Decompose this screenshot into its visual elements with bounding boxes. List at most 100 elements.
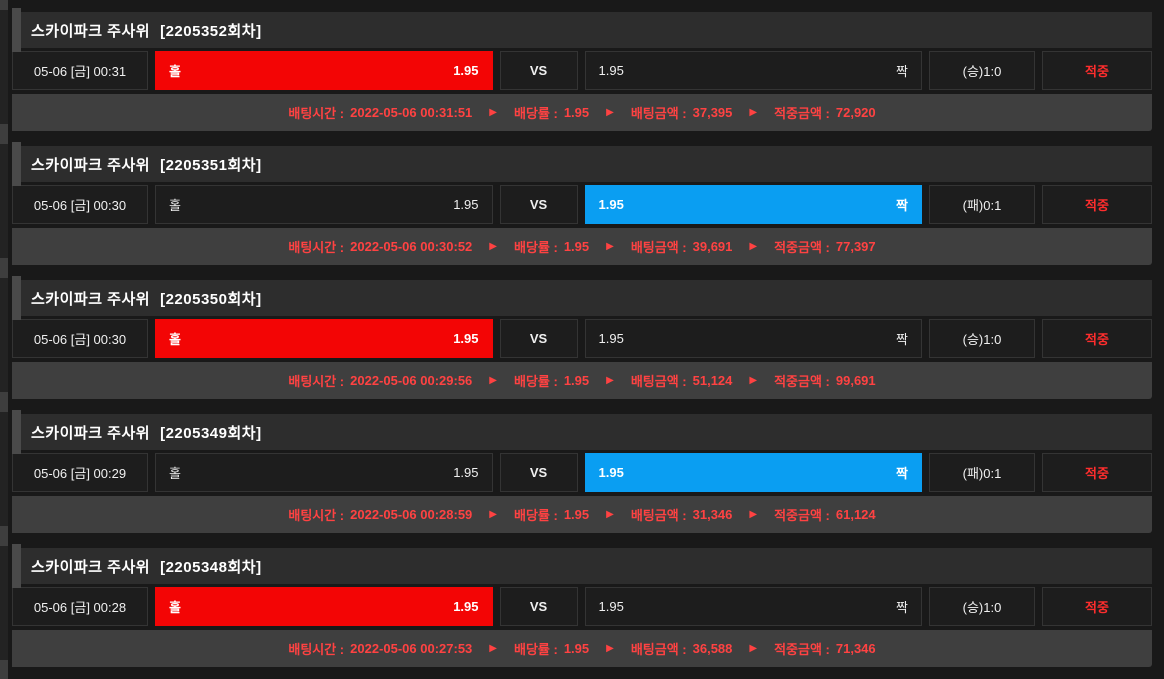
win-amount-value: 72,920: [835, 105, 876, 120]
round-header: 스카이파크 주사위 [2205349회차]: [12, 410, 1152, 454]
bet-amount-value: 39,691: [692, 239, 733, 254]
game-title: 스카이파크 주사위: [31, 290, 151, 308]
hit-status-badge: 적중: [1042, 319, 1152, 358]
bet-time-label: 배팅시간 :: [288, 508, 345, 523]
even-option-cell: 1.95 짝: [584, 453, 922, 492]
even-label: 짝: [896, 198, 908, 213]
arrow-separator-icon: ▶: [489, 509, 497, 520]
win-amount-value: 99,691: [835, 373, 876, 388]
bet-amount-label: 배팅금액 :: [630, 642, 687, 657]
even-label: 짝: [896, 64, 908, 79]
arrow-separator-icon: ▶: [606, 509, 614, 520]
arrow-separator-icon: ▶: [489, 375, 497, 386]
cropped-left-column-edge: [0, 0, 8, 679]
arrow-separator-icon: ▶: [749, 509, 758, 520]
odd-odds-value: 1.95: [453, 599, 479, 614]
arrow-separator-icon: ▶: [489, 643, 497, 654]
win-amount-value: 71,346: [835, 641, 876, 656]
round-header: 스카이파크 주사위 [2205348회차]: [12, 544, 1152, 588]
bet-amount-value: 37,395: [692, 105, 733, 120]
round-result-card: 스카이파크 주사위 [2205350회차] 05-06 [금] 00:30 홀 …: [12, 276, 1152, 399]
round-result-card: 스카이파크 주사위 [2205351회차] 05-06 [금] 00:30 홀 …: [12, 142, 1152, 265]
even-odds-value: 1.95: [598, 465, 624, 480]
win-amount-label: 적중금액 :: [774, 508, 830, 523]
game-title: 스카이파크 주사위: [31, 424, 151, 442]
bet-time-label: 배팅시간 :: [288, 642, 345, 657]
arrow-separator-icon: ▶: [606, 375, 614, 386]
round-header: 스카이파크 주사위 [2205352회차]: [12, 8, 1152, 52]
round-result-card: 스카이파크 주사위 [2205348회차] 05-06 [금] 00:28 홀 …: [12, 544, 1152, 667]
bet-detail-footer: 배팅시간 : 2022-05-06 00:30:52 ▶ 배당률 : 1.95 …: [12, 228, 1152, 265]
bet-detail-footer: 배팅시간 : 2022-05-06 00:31:51 ▶ 배당률 : 1.95 …: [12, 94, 1152, 131]
odds-rate-label: 배당률 :: [514, 240, 558, 255]
score-result: (패)0:1: [929, 453, 1035, 492]
header-accent-bar: [12, 410, 21, 454]
header-accent-bar: [12, 544, 21, 588]
bet-amount-label: 배팅금액 :: [630, 508, 687, 523]
odds-rate-label: 배당률 :: [514, 374, 558, 389]
even-option-cell: 1.95 짝: [584, 51, 922, 90]
round-number-label: [2205352회차]: [160, 22, 262, 40]
hit-status-badge: 적중: [1042, 587, 1152, 626]
even-label: 짝: [896, 466, 908, 481]
odds-rate-label: 배당률 :: [514, 508, 558, 523]
win-amount-label: 적중금액 :: [774, 374, 830, 389]
arrow-separator-icon: ▶: [749, 643, 758, 654]
arrow-separator-icon: ▶: [489, 107, 497, 118]
bet-time-label: 배팅시간 :: [288, 374, 345, 389]
hit-status-badge: 적중: [1042, 51, 1152, 90]
bet-detail-footer: 배팅시간 : 2022-05-06 00:29:56 ▶ 배당률 : 1.95 …: [12, 362, 1152, 399]
bet-result-row: 05-06 [금] 00:31 홀 1.95 VS 1.95 짝 (승)1:0 …: [12, 51, 1152, 90]
even-option-cell: 1.95 짝: [584, 587, 922, 626]
arrow-separator-icon: ▶: [606, 241, 614, 252]
round-result-card: 스카이파크 주사위 [2205349회차] 05-06 [금] 00:29 홀 …: [12, 410, 1152, 533]
hit-status-badge: 적중: [1042, 453, 1152, 492]
even-odds-value: 1.95: [598, 599, 624, 614]
game-title: 스카이파크 주사위: [31, 22, 151, 40]
round-number-label: [2205348회차]: [160, 558, 262, 576]
hit-status-badge: 적중: [1042, 185, 1152, 224]
odd-option-cell: 홀 1.95: [155, 51, 493, 90]
vs-label: VS: [499, 185, 578, 224]
bet-time-value: 2022-05-06 00:27:53: [350, 641, 473, 656]
arrow-separator-icon: ▶: [749, 241, 758, 252]
edge-segment: [0, 0, 8, 10]
odds-rate-value: 1.95: [563, 641, 590, 656]
bet-detail-footer: 배팅시간 : 2022-05-06 00:28:59 ▶ 배당률 : 1.95 …: [12, 496, 1152, 533]
vs-label: VS: [499, 587, 578, 626]
odd-option-cell: 홀 1.95: [155, 319, 493, 358]
bet-amount-value: 31,346: [692, 507, 733, 522]
bet-amount-label: 배팅금액 :: [630, 106, 687, 121]
odd-label: 홀: [169, 198, 181, 213]
bet-amount-label: 배팅금액 :: [630, 374, 687, 389]
odds-rate-label: 배당률 :: [514, 642, 558, 657]
even-label: 짝: [896, 600, 908, 615]
even-odds-value: 1.95: [598, 63, 624, 78]
bet-time-value: 2022-05-06 00:28:59: [350, 507, 473, 522]
arrow-separator-icon: ▶: [749, 375, 758, 386]
bet-detail-footer: 배팅시간 : 2022-05-06 00:27:53 ▶ 배당률 : 1.95 …: [12, 630, 1152, 667]
results-board: 스카이파크 주사위 [2205352회차] 05-06 [금] 00:31 홀 …: [12, 0, 1152, 679]
bet-amount-value: 51,124: [692, 373, 733, 388]
round-time: 05-06 [금] 00:31: [12, 51, 148, 90]
round-number-label: [2205350회차]: [160, 290, 262, 308]
edge-segment: [0, 660, 8, 679]
header-accent-bar: [12, 142, 21, 186]
odd-label: 홀: [169, 64, 181, 79]
even-odds-value: 1.95: [598, 197, 624, 212]
header-accent-bar: [12, 8, 21, 52]
edge-segment: [0, 526, 8, 546]
even-odds-value: 1.95: [598, 331, 624, 346]
win-amount-label: 적중금액 :: [774, 240, 830, 255]
odd-odds-value: 1.95: [453, 331, 479, 346]
arrow-separator-icon: ▶: [489, 241, 497, 252]
bet-result-row: 05-06 [금] 00:29 홀 1.95 VS 1.95 짝 (패)0:1 …: [12, 453, 1152, 492]
odd-label: 홀: [169, 466, 181, 481]
round-result-card: 스카이파크 주사위 [2205352회차] 05-06 [금] 00:31 홀 …: [12, 8, 1152, 131]
vs-label: VS: [499, 51, 578, 90]
bet-time-value: 2022-05-06 00:30:52: [350, 239, 473, 254]
odds-rate-value: 1.95: [563, 507, 590, 522]
bet-result-row: 05-06 [금] 00:30 홀 1.95 VS 1.95 짝 (승)1:0 …: [12, 319, 1152, 358]
bet-time-label: 배팅시간 :: [288, 106, 345, 121]
bet-result-row: 05-06 [금] 00:28 홀 1.95 VS 1.95 짝 (승)1:0 …: [12, 587, 1152, 626]
